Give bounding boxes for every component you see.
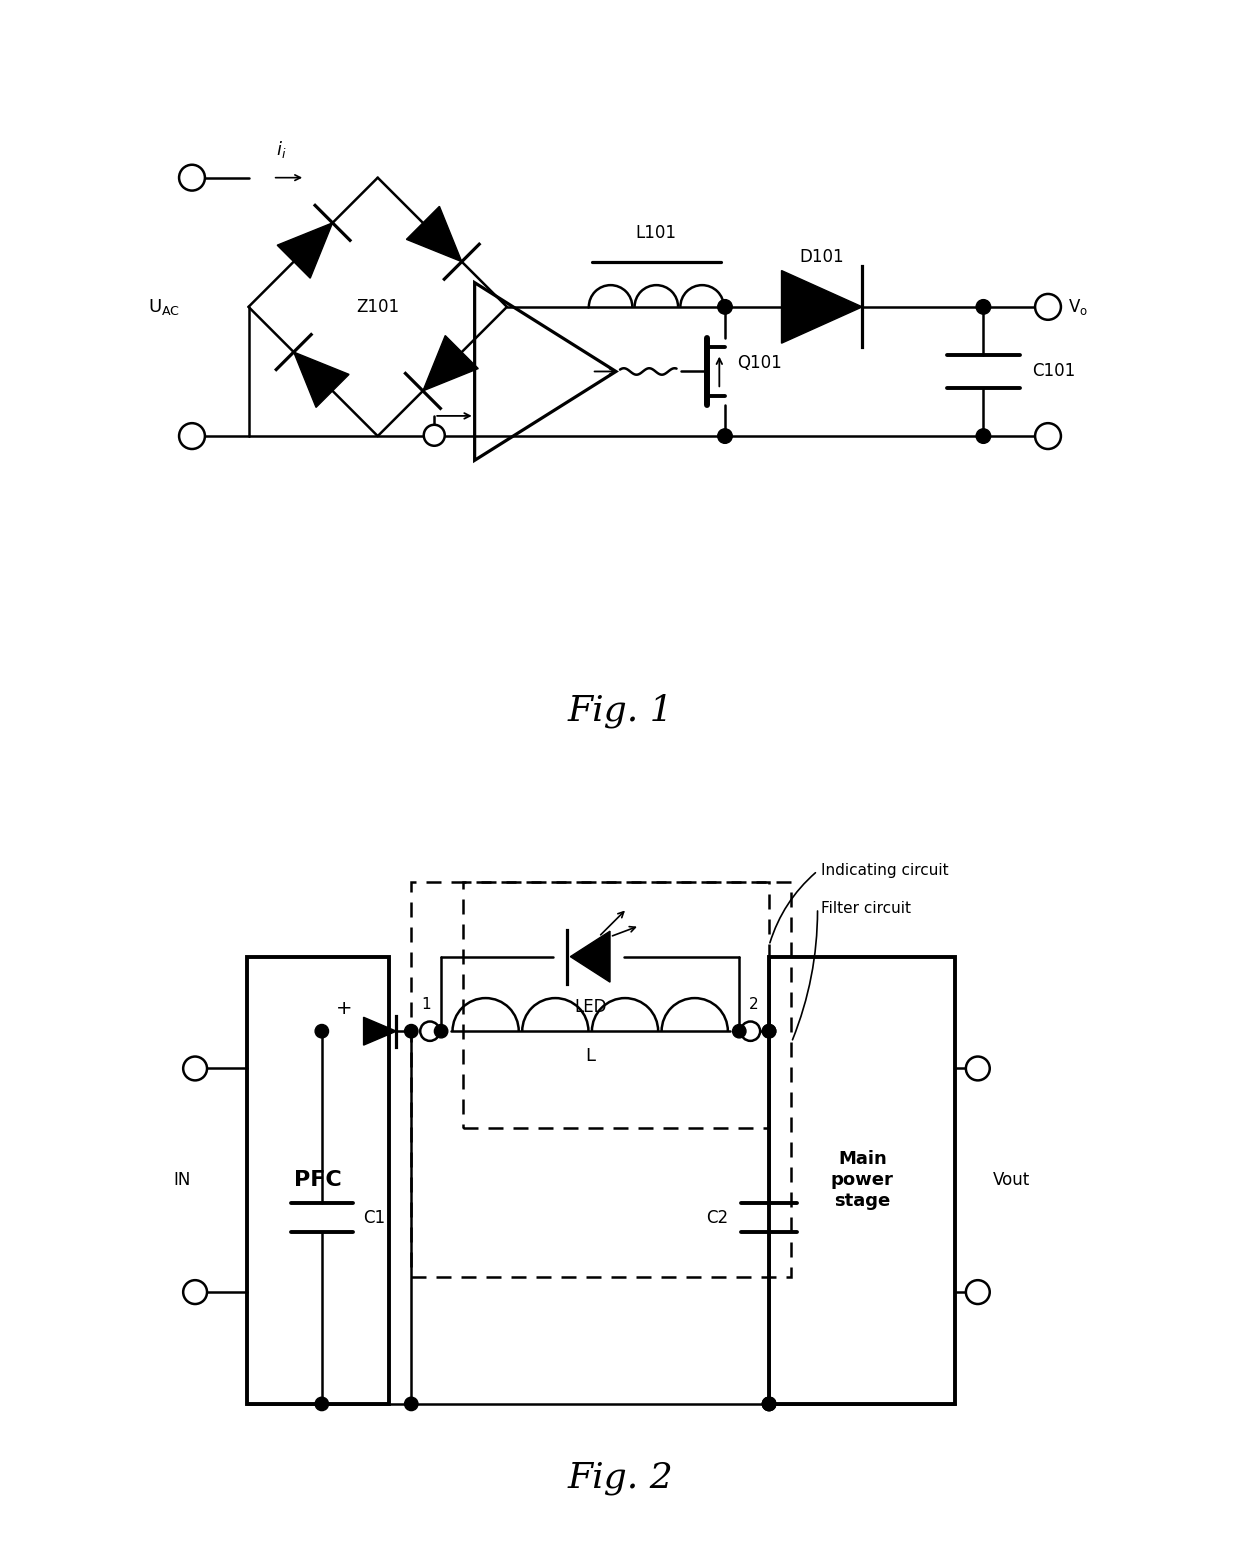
Text: Filter circuit: Filter circuit bbox=[821, 901, 911, 916]
Circle shape bbox=[424, 426, 445, 446]
Circle shape bbox=[184, 1056, 207, 1081]
Circle shape bbox=[434, 1025, 448, 1037]
Circle shape bbox=[976, 429, 991, 443]
Bar bbox=[769, 957, 956, 1404]
Text: V$_\mathregular{o}$: V$_\mathregular{o}$ bbox=[1068, 297, 1089, 317]
Text: LED: LED bbox=[574, 997, 606, 1016]
Text: C1: C1 bbox=[363, 1208, 384, 1227]
Circle shape bbox=[763, 1398, 776, 1410]
Polygon shape bbox=[294, 353, 348, 407]
Circle shape bbox=[179, 422, 205, 449]
Text: Main
power
stage: Main power stage bbox=[831, 1151, 894, 1210]
Text: PFC: PFC bbox=[294, 1171, 342, 1190]
Circle shape bbox=[733, 1025, 746, 1037]
Circle shape bbox=[1035, 422, 1061, 449]
Text: Z101: Z101 bbox=[356, 298, 399, 315]
Polygon shape bbox=[781, 270, 862, 343]
Circle shape bbox=[179, 165, 205, 191]
Circle shape bbox=[966, 1280, 990, 1305]
Text: 1: 1 bbox=[422, 997, 432, 1013]
Circle shape bbox=[427, 429, 441, 443]
Circle shape bbox=[1035, 294, 1061, 320]
Text: L101: L101 bbox=[636, 224, 677, 242]
Bar bbox=[464, 882, 769, 1127]
Text: IN: IN bbox=[174, 1171, 191, 1190]
Text: 2: 2 bbox=[749, 997, 759, 1013]
Circle shape bbox=[315, 1398, 329, 1410]
Circle shape bbox=[184, 1280, 207, 1305]
Circle shape bbox=[966, 1056, 990, 1081]
Circle shape bbox=[420, 1022, 440, 1041]
Polygon shape bbox=[363, 1017, 397, 1045]
Circle shape bbox=[718, 429, 733, 443]
Text: Vout: Vout bbox=[993, 1171, 1030, 1190]
Circle shape bbox=[763, 1025, 776, 1037]
Text: Fig. 2: Fig. 2 bbox=[567, 1461, 673, 1496]
Circle shape bbox=[315, 1025, 329, 1037]
Circle shape bbox=[404, 1398, 418, 1410]
Text: D101: D101 bbox=[800, 248, 844, 267]
Bar bbox=[412, 882, 791, 1277]
Text: C101: C101 bbox=[1032, 362, 1075, 380]
Text: Fig. 1: Fig. 1 bbox=[567, 693, 673, 728]
Polygon shape bbox=[278, 222, 332, 278]
Circle shape bbox=[763, 1398, 776, 1410]
Circle shape bbox=[976, 300, 991, 314]
Text: $i_i$: $i_i$ bbox=[275, 138, 286, 160]
Text: Q101: Q101 bbox=[737, 354, 782, 373]
Text: C2: C2 bbox=[706, 1208, 728, 1227]
Text: Indicating circuit: Indicating circuit bbox=[821, 863, 949, 879]
Polygon shape bbox=[570, 932, 610, 981]
Circle shape bbox=[718, 300, 733, 314]
Text: +: + bbox=[336, 999, 352, 1019]
Polygon shape bbox=[423, 335, 479, 391]
Circle shape bbox=[404, 1025, 418, 1037]
Text: U$_{\mathregular{AC}}$: U$_{\mathregular{AC}}$ bbox=[148, 297, 180, 317]
Bar bbox=[247, 957, 389, 1404]
Circle shape bbox=[740, 1022, 760, 1041]
Text: L: L bbox=[585, 1047, 595, 1065]
Circle shape bbox=[763, 1025, 776, 1037]
Polygon shape bbox=[407, 207, 461, 262]
Circle shape bbox=[763, 1398, 776, 1410]
